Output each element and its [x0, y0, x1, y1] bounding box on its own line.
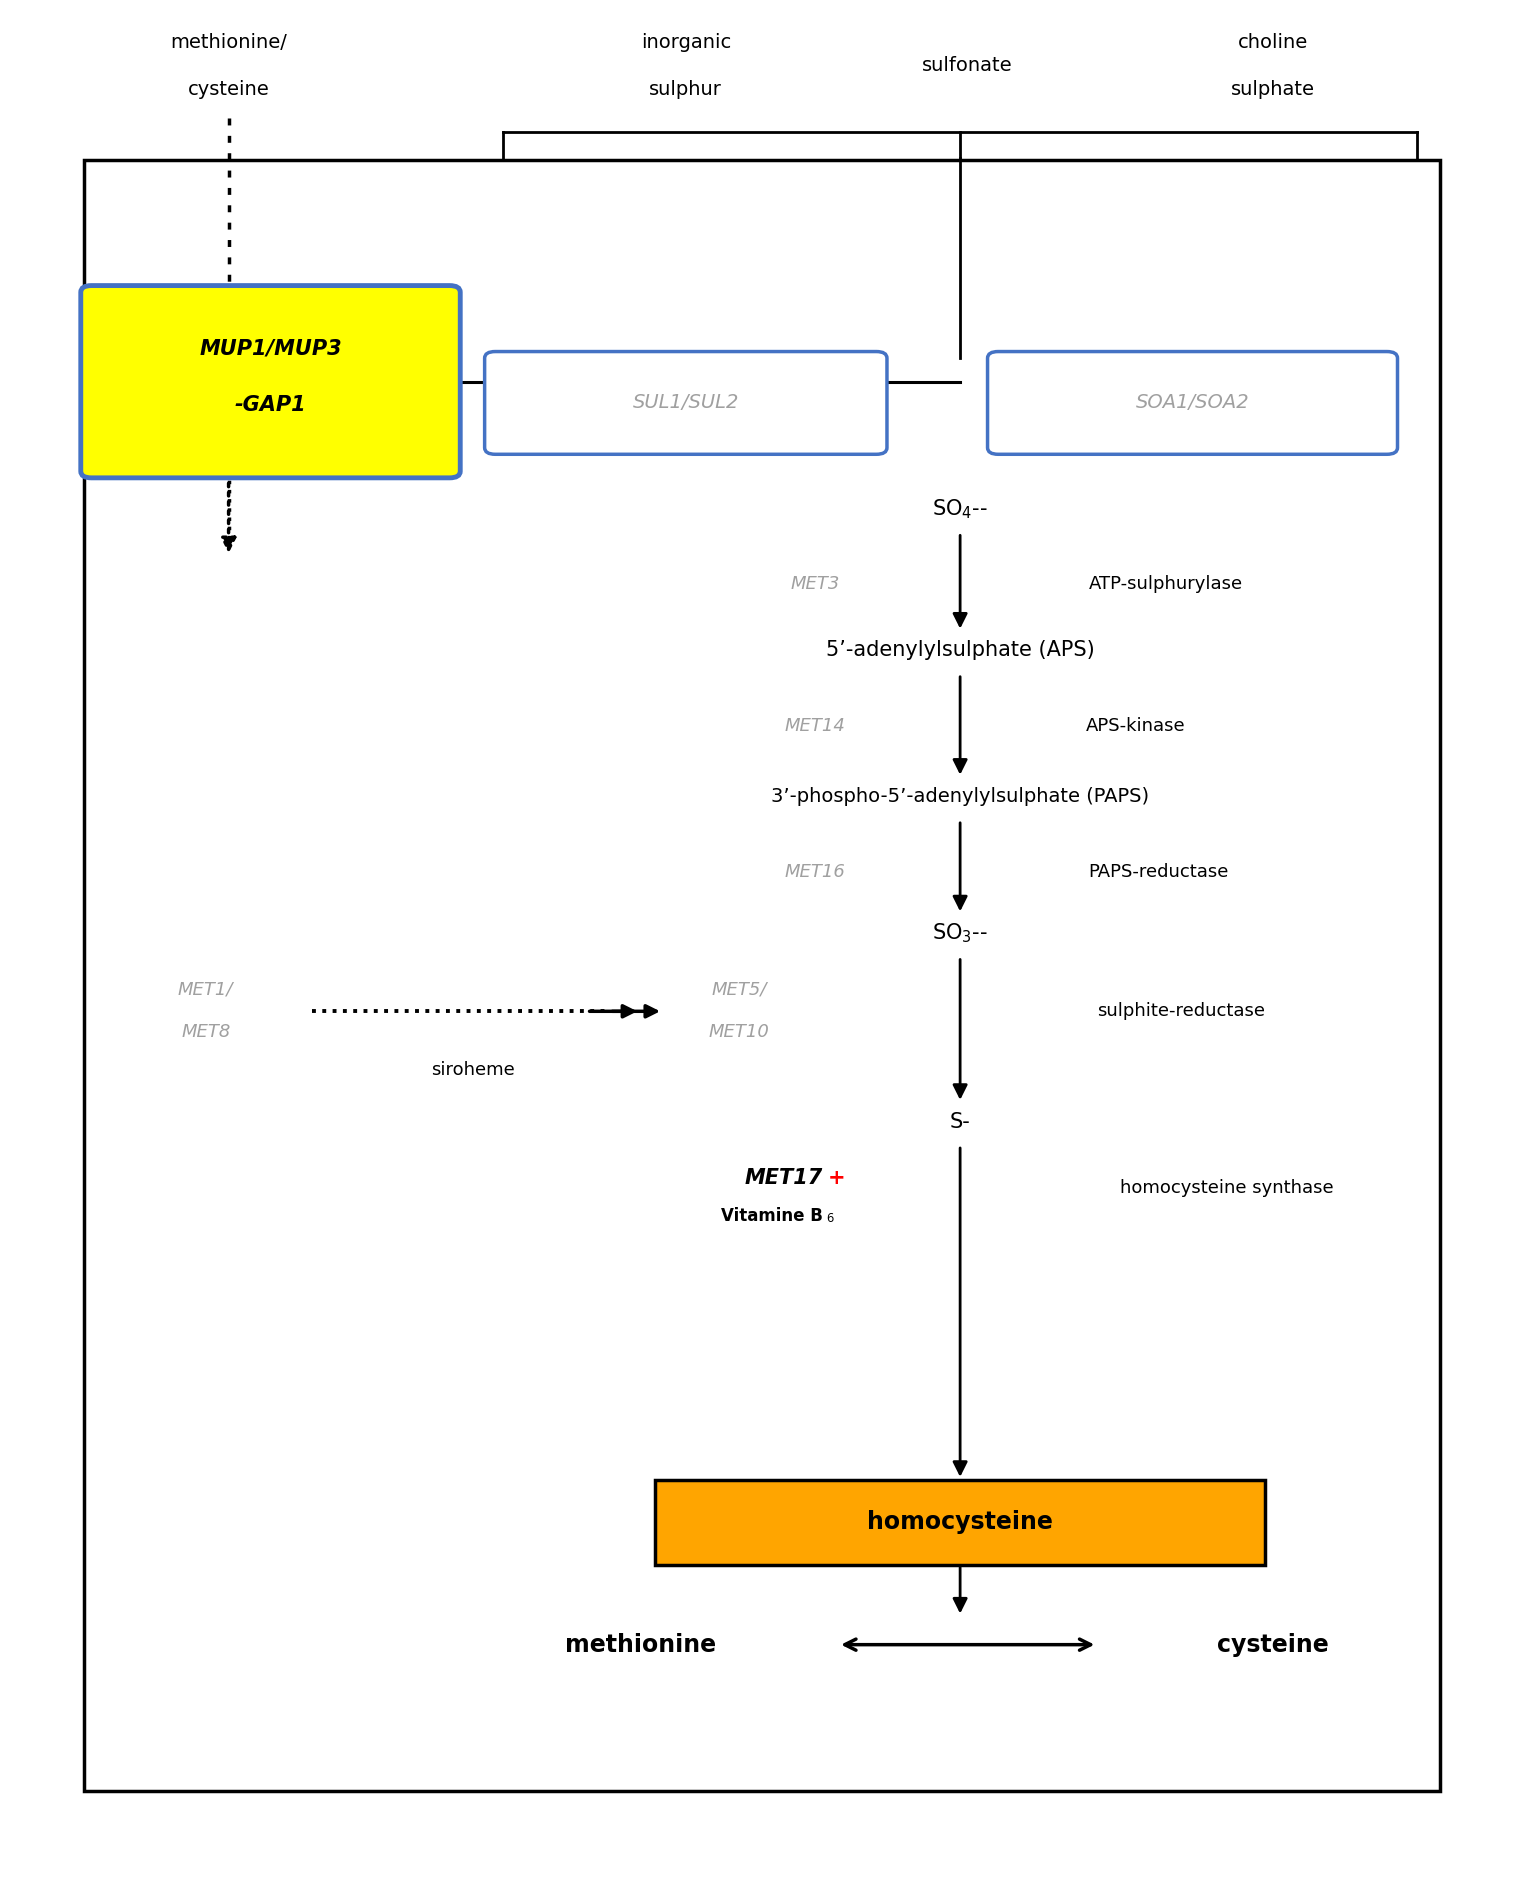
Text: SUL1/SUL2: SUL1/SUL2 — [632, 394, 739, 413]
FancyBboxPatch shape — [988, 351, 1398, 454]
Text: methionine/: methionine/ — [171, 32, 287, 53]
Text: -GAP1: -GAP1 — [235, 396, 306, 415]
Text: Vitamine B: Vitamine B — [721, 1206, 823, 1225]
Text: MET16: MET16 — [785, 863, 846, 880]
Text: sulphate: sulphate — [1230, 79, 1315, 100]
Text: MET8: MET8 — [181, 1024, 230, 1041]
Text: MET17: MET17 — [745, 1169, 823, 1188]
Text: sulphur: sulphur — [649, 79, 722, 100]
Text: MET3: MET3 — [791, 575, 840, 594]
Text: sulphite-reductase: sulphite-reductase — [1097, 1003, 1265, 1020]
Text: homocysteine: homocysteine — [867, 1510, 1053, 1534]
Text: siroheme: siroheme — [431, 1061, 514, 1078]
Text: SO$_4$--: SO$_4$-- — [933, 498, 988, 520]
Text: inorganic: inorganic — [640, 32, 732, 53]
Text: cysteine: cysteine — [187, 79, 270, 100]
Text: MET14: MET14 — [785, 716, 846, 735]
FancyBboxPatch shape — [655, 1480, 1265, 1565]
Text: sulfonate: sulfonate — [922, 57, 1013, 75]
Text: methionine: methionine — [564, 1632, 716, 1657]
Text: SO$_3$--: SO$_3$-- — [933, 922, 988, 944]
FancyBboxPatch shape — [81, 285, 460, 477]
Text: MET10: MET10 — [709, 1024, 770, 1041]
Text: S-: S- — [949, 1112, 971, 1131]
Text: 3’-phospho-5’-adenylylsulphate (PAPS): 3’-phospho-5’-adenylylsulphate (PAPS) — [771, 786, 1149, 807]
Text: choline: choline — [1237, 32, 1308, 53]
Text: SOA1/SOA2: SOA1/SOA2 — [1135, 394, 1250, 413]
Text: PAPS-reductase: PAPS-reductase — [1088, 863, 1228, 880]
Text: cysteine: cysteine — [1216, 1632, 1329, 1657]
Text: homocysteine synthase: homocysteine synthase — [1120, 1178, 1334, 1197]
Text: MET5/: MET5/ — [712, 980, 767, 999]
Text: $_6$: $_6$ — [826, 1206, 835, 1225]
FancyBboxPatch shape — [485, 351, 887, 454]
Text: ATP-sulphurylase: ATP-sulphurylase — [1088, 575, 1244, 594]
Text: 5’-adenylylsulphate (APS): 5’-adenylylsulphate (APS) — [826, 641, 1094, 660]
Text: MET1/: MET1/ — [178, 980, 233, 999]
Text: MUP1/MUP3: MUP1/MUP3 — [200, 339, 341, 358]
Text: +: + — [828, 1169, 846, 1188]
Text: APS-kinase: APS-kinase — [1085, 716, 1186, 735]
